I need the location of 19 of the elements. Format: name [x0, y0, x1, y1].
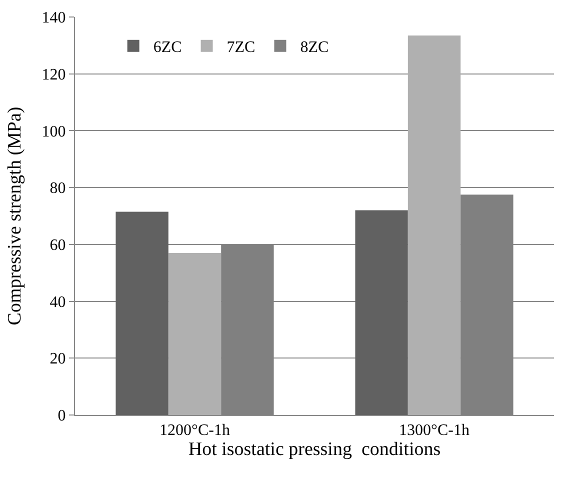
bar [355, 210, 408, 415]
bar [168, 252, 222, 415]
legend-label: 6ZC [153, 39, 182, 56]
bar [408, 35, 461, 415]
y-tick-label: 20 [50, 350, 66, 368]
x-tick-label: 1200°C-1h [160, 422, 230, 440]
legend-label: 8ZC [300, 39, 329, 56]
bar [116, 212, 168, 415]
y-tick-label: 140 [42, 10, 66, 27]
y-tick-label: 80 [50, 180, 66, 198]
y-tick-label: 40 [50, 294, 66, 311]
y-tick-label: 0 [58, 408, 66, 425]
y-tick-label: 100 [42, 123, 66, 140]
y-tick-label: 120 [42, 66, 66, 84]
y-axis-title: Compressive strength (MPa) [4, 106, 26, 326]
x-axis-title: Hot isostatic pressing conditions [188, 439, 441, 460]
y-tick-label: 60 [50, 237, 66, 254]
legend-label: 7ZC [226, 39, 256, 56]
x-tick-label: 1300°C-1h [399, 422, 470, 440]
